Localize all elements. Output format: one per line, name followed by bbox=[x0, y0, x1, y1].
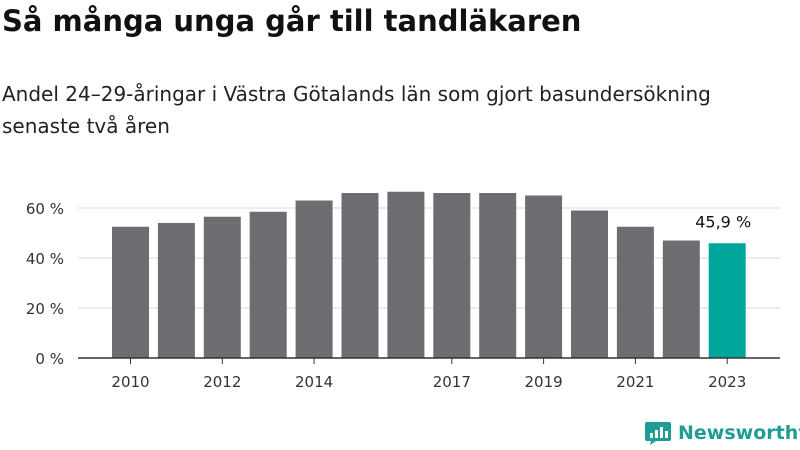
x-tick-label: 2021 bbox=[616, 373, 654, 391]
bar-highlight bbox=[708, 243, 746, 358]
bar bbox=[341, 193, 379, 358]
logo-text: Newsworthy bbox=[678, 422, 800, 444]
x-tick-label: 2014 bbox=[295, 373, 333, 391]
bar bbox=[616, 226, 654, 358]
x-tick-label: 2017 bbox=[433, 373, 471, 391]
bar bbox=[387, 191, 425, 358]
bar bbox=[433, 193, 471, 358]
tick-labels: 0 % 20 % 40 % 60 % 45,9 % 2010 2012 2014 2017 201… bbox=[26, 200, 751, 391]
bars bbox=[112, 191, 746, 358]
bar bbox=[571, 210, 608, 358]
data-label: 45,9 % bbox=[695, 212, 751, 231]
bar bbox=[525, 195, 563, 358]
chart-subtitle: Andel 24–29-åringar i Västra Götalands l… bbox=[2, 82, 711, 138]
newsworthy-logo: Newsworthy bbox=[644, 420, 800, 446]
bar bbox=[203, 216, 241, 358]
x-axis bbox=[78, 357, 780, 364]
chart-title: Så många unga går till tandläkaren bbox=[2, 4, 582, 38]
bar bbox=[295, 200, 333, 358]
x-tick-label: 2019 bbox=[525, 373, 563, 391]
y-tick-label: 40 % bbox=[26, 250, 64, 268]
x-tick-label: 2012 bbox=[203, 373, 241, 391]
bar bbox=[249, 211, 287, 358]
bar bbox=[112, 226, 149, 358]
y-tick-label: 0 % bbox=[35, 350, 64, 368]
y-tick-label: 60 % bbox=[26, 200, 64, 218]
bar bbox=[157, 223, 195, 358]
x-tick-label: 2010 bbox=[111, 373, 149, 391]
bar bbox=[479, 193, 517, 358]
newsworthy-logo-icon bbox=[645, 422, 671, 445]
bar bbox=[662, 240, 700, 358]
x-tick-label: 2023 bbox=[708, 373, 746, 391]
y-tick-label: 20 % bbox=[26, 300, 64, 318]
